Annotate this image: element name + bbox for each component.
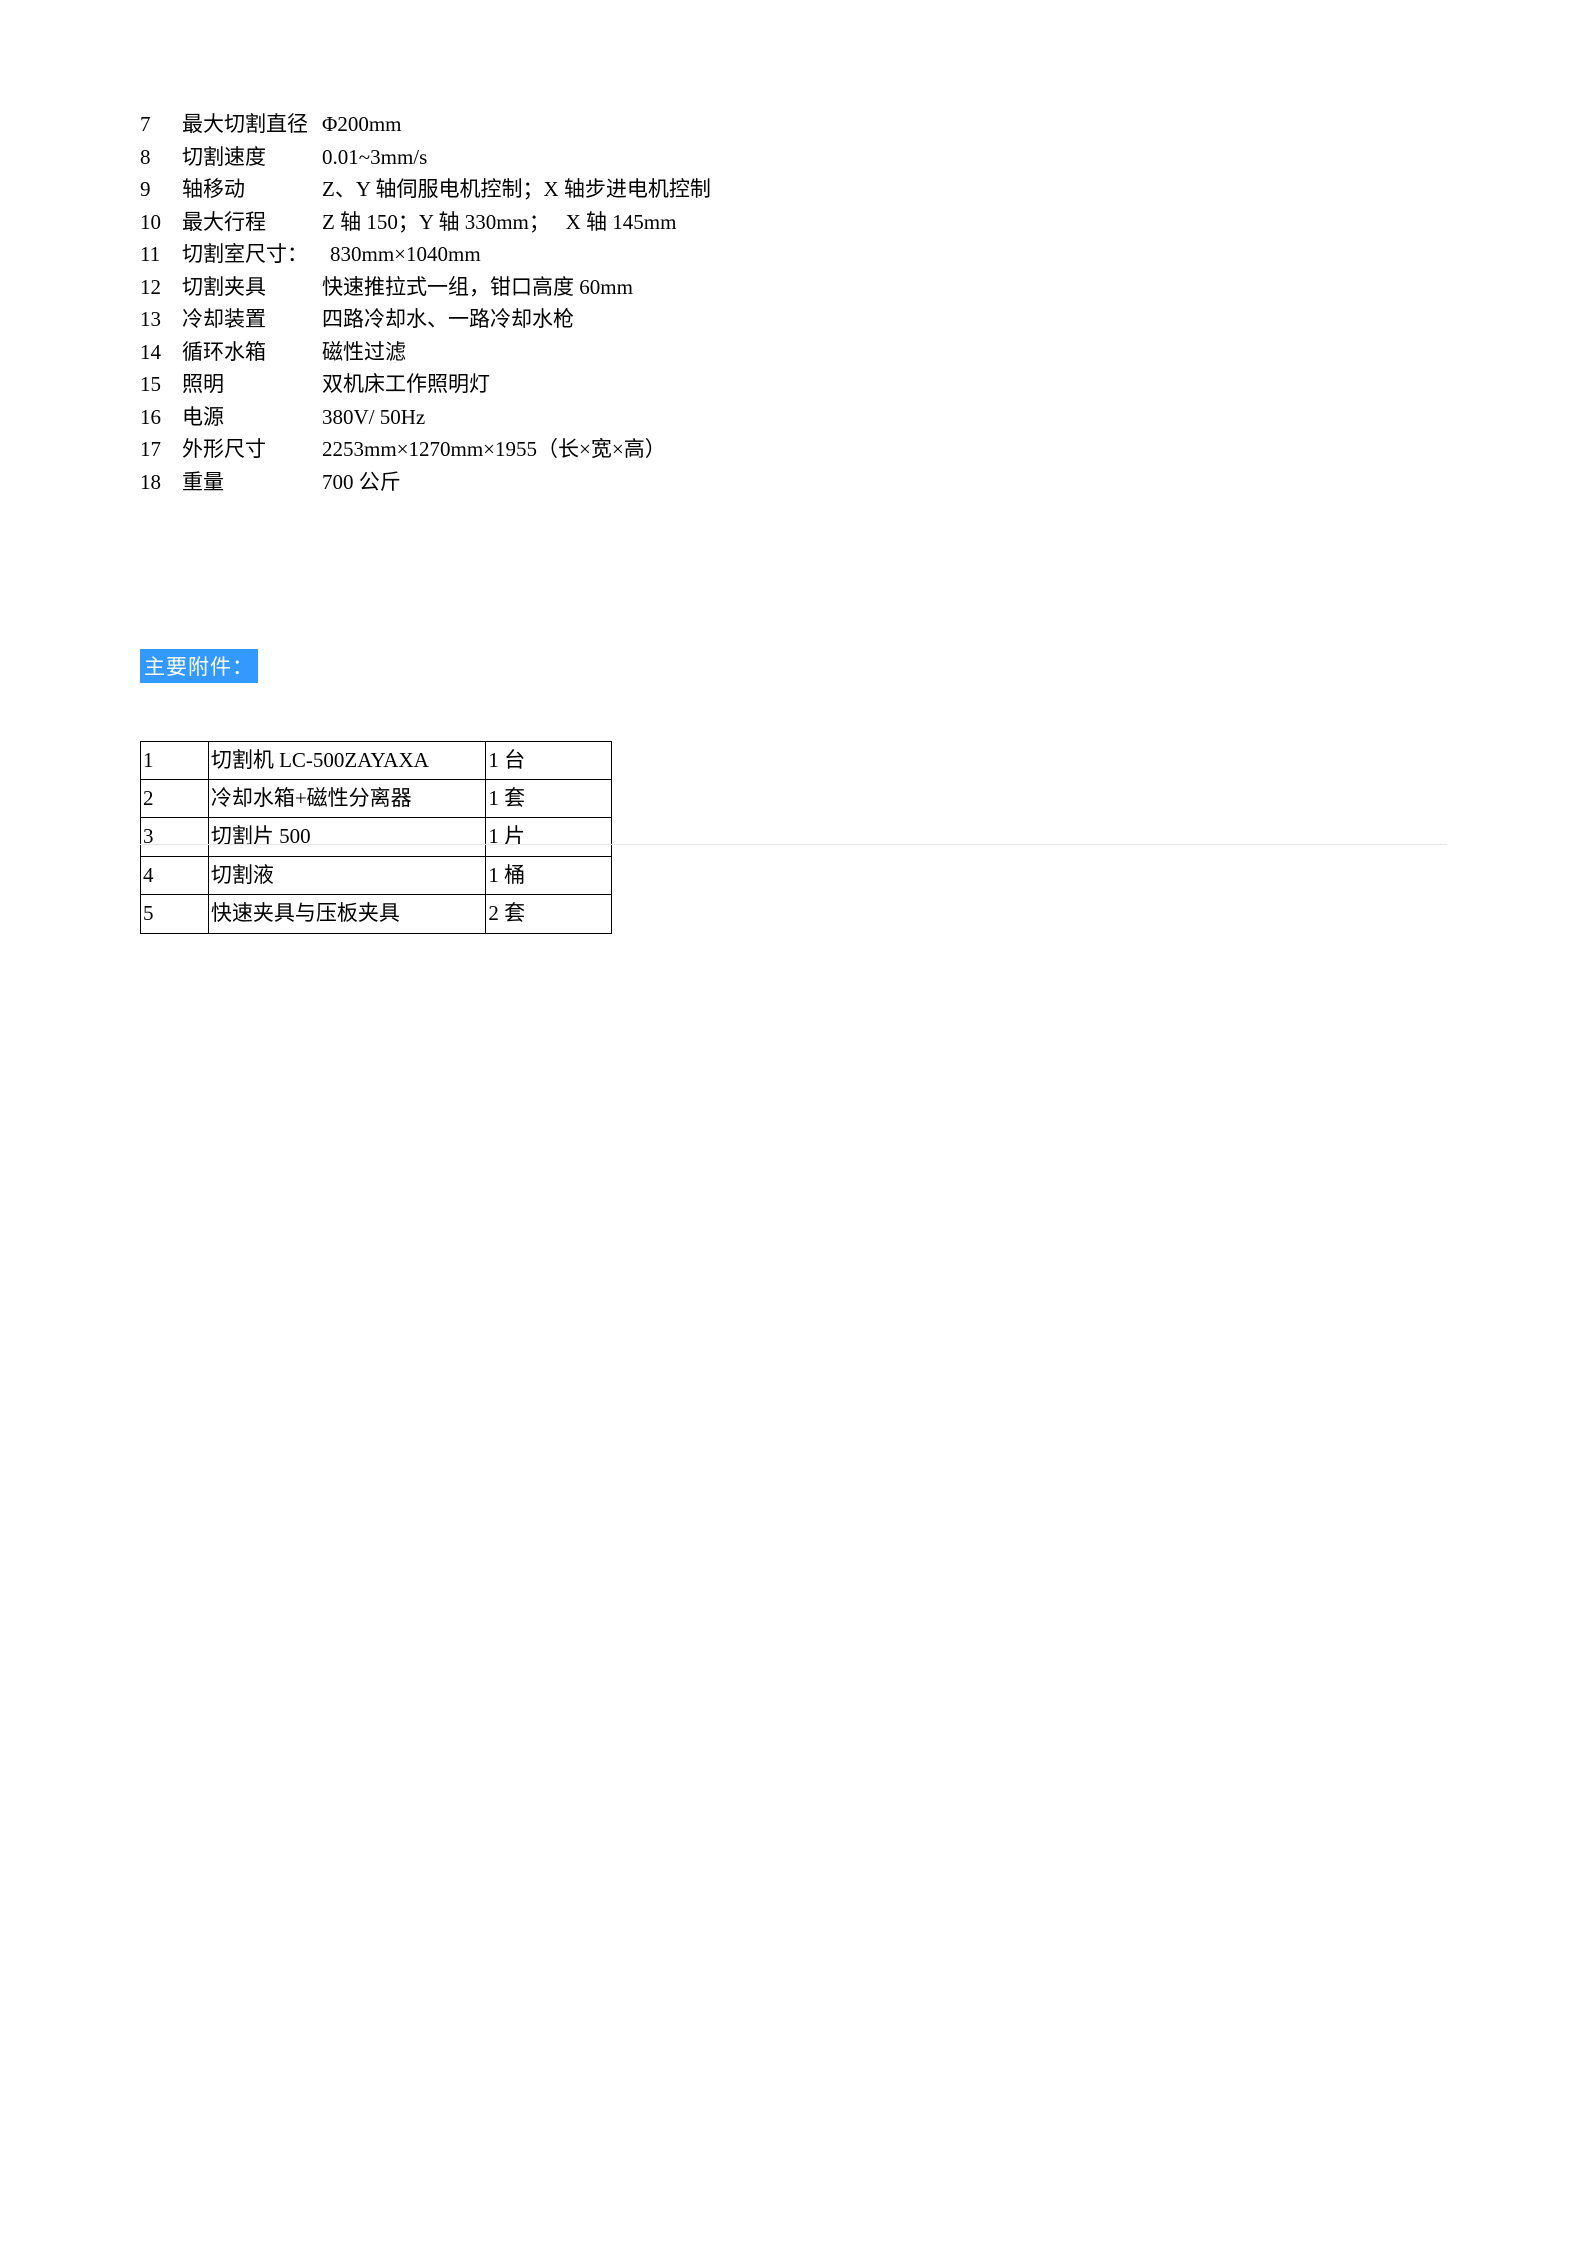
specs-row-label: 最大行程 bbox=[182, 206, 322, 239]
accessories-cell-quantity: 2 套 bbox=[486, 895, 612, 933]
specs-row-number: 12 bbox=[140, 271, 182, 304]
specs-row-number: 17 bbox=[140, 433, 182, 466]
specs-row: 7最大切割直径Φ200mm bbox=[140, 108, 1447, 141]
table-row: 5快速夹具与压板夹具2 套 bbox=[141, 895, 612, 933]
specs-row-value: Φ200mm bbox=[322, 108, 1447, 141]
specs-row-label: 电源 bbox=[182, 401, 322, 434]
accessories-cell-description: 快速夹具与压板夹具 bbox=[208, 895, 485, 933]
specs-row: 15照明双机床工作照明灯 bbox=[140, 368, 1447, 401]
content-bottom-border bbox=[140, 844, 1447, 845]
specs-row-number: 9 bbox=[140, 173, 182, 206]
specs-row: 9轴移动Z、Y 轴伺服电机控制；X 轴步进电机控制 bbox=[140, 173, 1447, 206]
accessories-cell-description: 冷却水箱+磁性分离器 bbox=[208, 779, 485, 817]
specs-row-number: 10 bbox=[140, 206, 182, 239]
specs-row-label: 轴移动 bbox=[182, 173, 322, 206]
accessories-cell-number: 1 bbox=[141, 741, 209, 779]
specs-row-value: 0.01~3mm/s bbox=[322, 141, 1447, 174]
document-page: 7最大切割直径Φ200mm8切割速度0.01~3mm/s9轴移动Z、Y 轴伺服电… bbox=[0, 0, 1587, 934]
specs-row-number: 11 bbox=[140, 238, 182, 271]
specs-row-value: 2253mm×1270mm×1955（长×宽×高） bbox=[322, 433, 1447, 466]
specs-table: 7最大切割直径Φ200mm8切割速度0.01~3mm/s9轴移动Z、Y 轴伺服电… bbox=[140, 108, 1447, 499]
specs-row-label: 切割室尺寸： bbox=[182, 238, 330, 271]
specs-row-value: 磁性过滤 bbox=[322, 336, 1447, 369]
accessories-cell-description: 切割液 bbox=[208, 856, 485, 894]
specs-row-number: 16 bbox=[140, 401, 182, 434]
specs-row-value: 四路冷却水、一路冷却水枪 bbox=[322, 303, 1447, 336]
specs-row-label: 重量 bbox=[182, 466, 322, 499]
table-row: 3切割片 5001 片 bbox=[141, 818, 612, 856]
specs-row: 17外形尺寸2253mm×1270mm×1955（长×宽×高） bbox=[140, 433, 1447, 466]
specs-row-number: 13 bbox=[140, 303, 182, 336]
specs-row-number: 7 bbox=[140, 108, 182, 141]
accessories-cell-quantity: 1 套 bbox=[486, 779, 612, 817]
specs-row-label: 最大切割直径 bbox=[182, 108, 322, 141]
accessories-cell-number: 5 bbox=[141, 895, 209, 933]
accessories-cell-number: 4 bbox=[141, 856, 209, 894]
accessories-cell-quantity: 1 台 bbox=[486, 741, 612, 779]
accessories-cell-description: 切割片 500 bbox=[208, 818, 485, 856]
table-row: 4切割液1 桶 bbox=[141, 856, 612, 894]
specs-row-label: 切割夹具 bbox=[182, 271, 322, 304]
accessories-cell-number: 2 bbox=[141, 779, 209, 817]
specs-row: 11切割室尺寸：830mm×1040mm bbox=[140, 238, 1447, 271]
specs-row-value: 830mm×1040mm bbox=[330, 238, 1447, 271]
accessories-table: 1切割机 LC-500ZAYAXA1 台2冷却水箱+磁性分离器1 套3切割片 5… bbox=[140, 741, 612, 934]
specs-row-value: 快速推拉式一组，钳口高度 60mm bbox=[322, 271, 1447, 304]
specs-row: 14循环水箱磁性过滤 bbox=[140, 336, 1447, 369]
specs-row-value: 双机床工作照明灯 bbox=[322, 368, 1447, 401]
accessories-cell-description: 切割机 LC-500ZAYAXA bbox=[208, 741, 485, 779]
specs-row-value: 380V/ 50Hz bbox=[322, 401, 1447, 434]
specs-row: 13冷却装置四路冷却水、一路冷却水枪 bbox=[140, 303, 1447, 336]
specs-row-number: 14 bbox=[140, 336, 182, 369]
specs-row-value: 700 公斤 bbox=[322, 466, 1447, 499]
specs-row-value: Z、Y 轴伺服电机控制；X 轴步进电机控制 bbox=[322, 173, 782, 206]
accessories-cell-quantity: 1 片 bbox=[486, 818, 612, 856]
accessories-cell-number: 3 bbox=[141, 818, 209, 856]
specs-row: 10最大行程Z 轴 150；Y 轴 330mm； X 轴 145mm bbox=[140, 206, 1447, 239]
specs-row-label: 冷却装置 bbox=[182, 303, 322, 336]
specs-row-number: 15 bbox=[140, 368, 182, 401]
table-row: 1切割机 LC-500ZAYAXA1 台 bbox=[141, 741, 612, 779]
specs-row-label: 照明 bbox=[182, 368, 322, 401]
specs-row-label: 切割速度 bbox=[182, 141, 322, 174]
specs-row: 12切割夹具快速推拉式一组，钳口高度 60mm bbox=[140, 271, 1447, 304]
specs-row-label: 外形尺寸 bbox=[182, 433, 322, 466]
section-header-accessories: 主要附件： bbox=[140, 649, 258, 683]
accessories-cell-quantity: 1 桶 bbox=[486, 856, 612, 894]
specs-row-label: 循环水箱 bbox=[182, 336, 322, 369]
specs-row-value: Z 轴 150；Y 轴 330mm； X 轴 145mm bbox=[322, 206, 1447, 239]
specs-row: 18重量700 公斤 bbox=[140, 466, 1447, 499]
specs-row: 16电源380V/ 50Hz bbox=[140, 401, 1447, 434]
specs-row-number: 8 bbox=[140, 141, 182, 174]
table-row: 2冷却水箱+磁性分离器1 套 bbox=[141, 779, 612, 817]
specs-row: 8切割速度0.01~3mm/s bbox=[140, 141, 1447, 174]
specs-row-number: 18 bbox=[140, 466, 182, 499]
